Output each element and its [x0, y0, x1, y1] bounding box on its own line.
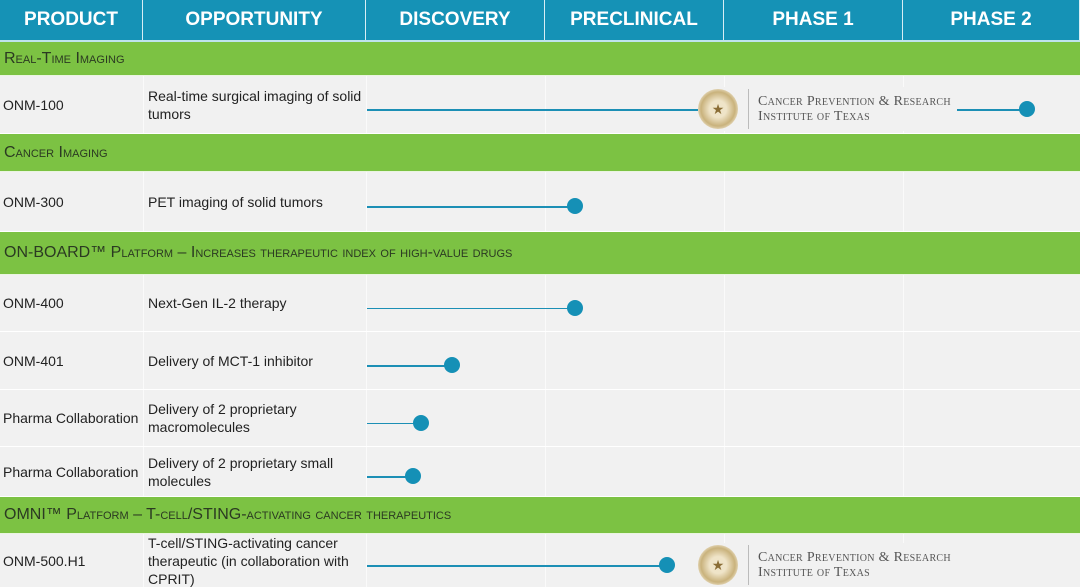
logo-divider [748, 89, 749, 129]
column-divider [143, 275, 144, 331]
column-header: DISCOVERY [366, 0, 545, 40]
product-name: ONM-100 [3, 96, 64, 113]
opportunity-text: Next-Gen IL-2 therapy [148, 295, 287, 311]
pipeline-row: Pharma Collaboration Delivery of 2 propri… [0, 447, 1080, 497]
opportunity-text: Real-time surgical imaging of solid tumo… [148, 87, 362, 122]
opportunity-text: Delivery of MCT-1 inhibitor [148, 352, 313, 369]
progress-bar [367, 565, 667, 567]
column-divider [366, 76, 367, 133]
progress-marker [413, 414, 430, 431]
cprit-logo: ★ Cancer Prevention & Research Institute o… [698, 543, 951, 587]
progress-bar [367, 307, 576, 309]
progress-marker [567, 299, 584, 316]
pipeline-row: ONM-100 Real-time surgical imaging of sol… [0, 76, 1080, 134]
opportunity-text: Delivery of 2 proprietary small molecule… [148, 454, 334, 489]
progress-bar [367, 109, 1027, 111]
column-divider [545, 275, 546, 331]
column-divider [143, 76, 144, 133]
column-divider [366, 390, 367, 446]
logo-line-2: Institute of Texas [758, 565, 871, 580]
column-divider [143, 390, 144, 446]
column-divider [545, 447, 546, 496]
logo-text: Cancer Prevention & Research Institute of… [758, 94, 951, 124]
column-divider [366, 275, 367, 331]
progress-marker [567, 198, 584, 214]
column-divider [724, 332, 725, 389]
product-name: Pharma Collaboration [3, 463, 139, 480]
column-divider [143, 534, 144, 587]
column-divider [545, 390, 546, 446]
column-divider [366, 534, 367, 587]
texas-seal-icon: ★ [698, 89, 738, 129]
column-divider [903, 390, 904, 446]
product-name: Pharma Collaboration [3, 410, 139, 426]
column-divider [143, 332, 144, 389]
progress-marker [658, 557, 675, 573]
column-divider [724, 390, 725, 446]
column-divider [366, 332, 367, 389]
product-name: ONM-400 [3, 295, 64, 311]
logo-line-1: Cancer Prevention & Research [758, 94, 951, 109]
progress-marker [1018, 101, 1035, 117]
column-header: PRECLINICAL [545, 0, 724, 40]
column-header: PRODUCT [0, 0, 143, 40]
column-divider [545, 534, 546, 587]
column-divider [724, 172, 725, 231]
column-divider [903, 447, 904, 496]
section-header: Real-Time Imaging [0, 42, 1080, 76]
product-name: ONM-401 [3, 352, 64, 369]
progress-marker [443, 357, 460, 373]
logo-text: Cancer Prevention & Research Institute of… [758, 550, 951, 580]
logo-line-1: Cancer Prevention & Research [758, 550, 951, 565]
product-name: ONM-300 [3, 193, 64, 210]
progress-marker [404, 468, 421, 484]
progress-bar [367, 206, 576, 208]
texas-seal-icon: ★ [698, 545, 738, 585]
column-divider [724, 447, 725, 496]
column-divider [903, 172, 904, 231]
cprit-logo: ★ Cancer Prevention & Research Institute o… [698, 87, 957, 131]
pipeline-header: PRODUCT OPPORTUNITY DISCOVERY PRECLINICAL PH… [0, 0, 1080, 42]
pipeline-row: Pharma Collaboration Delivery of 2 propri… [0, 390, 1080, 447]
column-divider [366, 172, 367, 231]
column-divider [143, 172, 144, 231]
pipeline-row: ONM-500.H1 T-cell/STING-activating cancer… [0, 534, 1080, 588]
column-divider [545, 332, 546, 389]
pipeline-row: ONM-400 Next-Gen IL-2 therapy [0, 275, 1080, 332]
column-header: PHASE 1 [724, 0, 903, 40]
section-header: ON-BOARD™ Platform – Increases therapeut… [0, 232, 1080, 275]
column-divider [903, 332, 904, 389]
progress-bar [367, 422, 422, 424]
opportunity-text: PET imaging of solid tumors [148, 193, 323, 210]
column-divider [143, 447, 144, 496]
logo-divider [748, 545, 749, 585]
product-name: ONM-500.H1 [3, 552, 86, 569]
column-divider [366, 447, 367, 496]
column-divider [545, 76, 546, 133]
section-header: Cancer Imaging [0, 134, 1080, 172]
section-header: OMNI™ Platform – T-cell/STING-activating… [0, 497, 1080, 534]
opportunity-text: T-cell/STING-activating cancer therapeut… [148, 534, 349, 587]
pipeline-row: ONM-401 Delivery of MCT-1 inhibitor [0, 332, 1080, 390]
column-header: OPPORTUNITY [143, 0, 366, 40]
column-divider [724, 275, 725, 331]
pipeline-row: ONM-300 PET imaging of solid tumors [0, 172, 1080, 232]
logo-line-2: Institute of Texas [758, 109, 871, 124]
column-header: PHASE 2 [903, 0, 1080, 40]
column-divider [903, 275, 904, 331]
progress-bar [367, 365, 452, 367]
opportunity-text: Delivery of 2 proprietary macromolecules [148, 401, 297, 435]
progress-bar [367, 476, 413, 478]
column-divider [545, 172, 546, 231]
